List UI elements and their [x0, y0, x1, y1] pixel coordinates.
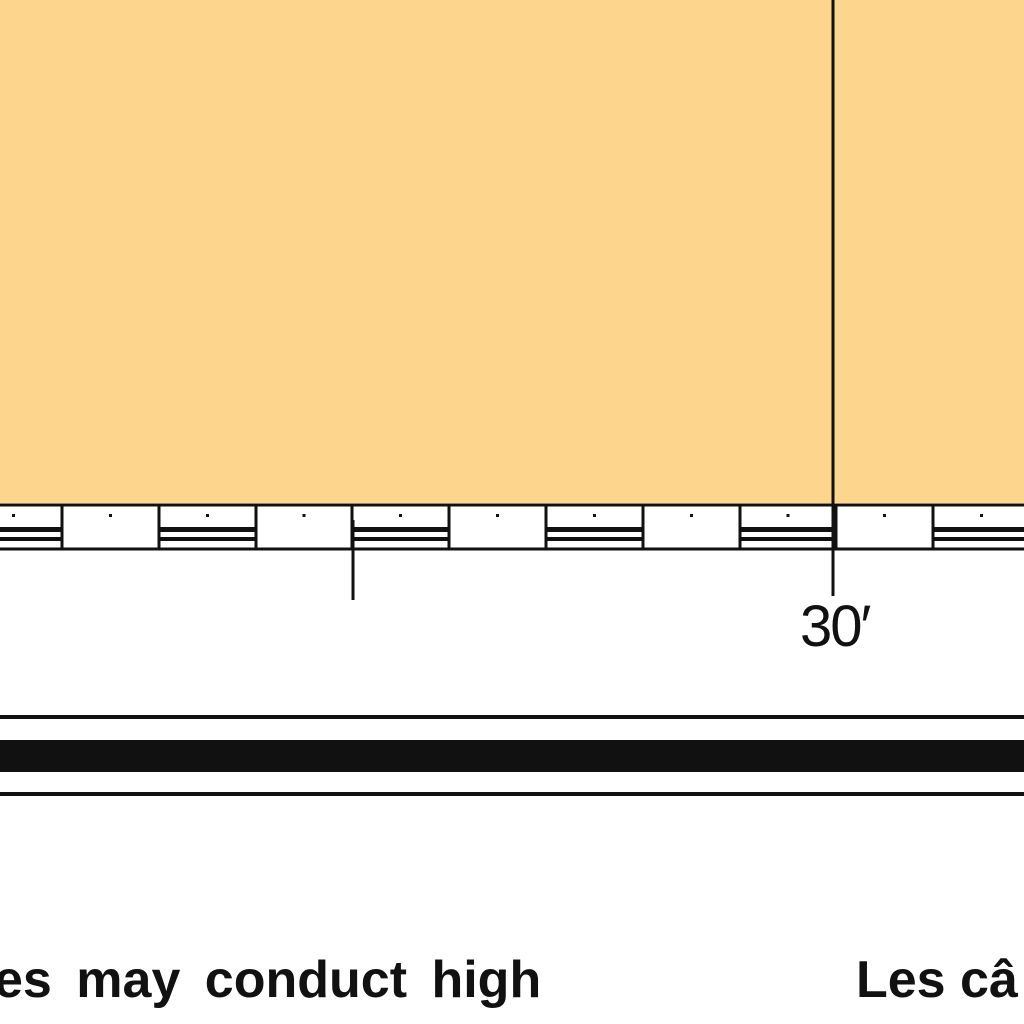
- scale-bar: [740, 527, 836, 532]
- scale-bar: [740, 537, 836, 541]
- scale-dot: [206, 514, 209, 517]
- scale-dot: [302, 514, 306, 517]
- scale-bar: [546, 527, 643, 532]
- french-note-text: Les câ: [856, 951, 1018, 1009]
- scale-dot: [593, 514, 596, 517]
- scale-dot: [496, 514, 499, 517]
- scale-bar: [933, 537, 1024, 541]
- scale-bar: [933, 527, 1024, 532]
- scale-bar: [546, 537, 643, 541]
- scale-bar: [352, 527, 449, 532]
- scale-bar: [159, 527, 256, 532]
- scale-dot: [109, 514, 112, 517]
- graticule-label-30-minutes: 30′: [800, 594, 871, 659]
- neatline-border-scale: [0, 503, 1024, 555]
- scale-bar: [0, 537, 62, 541]
- scale-dot: [786, 514, 790, 517]
- sheet-frame-lines: [0, 715, 1024, 796]
- scale-dot: [980, 514, 983, 517]
- scale-bar: [159, 537, 256, 541]
- scale-bar: [352, 537, 449, 541]
- scale-dot: [399, 514, 402, 517]
- scale-dot: [883, 514, 886, 517]
- english-note-text: es may conduct high: [0, 951, 542, 1009]
- scale-dot: [690, 514, 693, 517]
- land-area: [0, 0, 1024, 508]
- scale-dot: [12, 514, 15, 517]
- scale-bar: [0, 527, 62, 532]
